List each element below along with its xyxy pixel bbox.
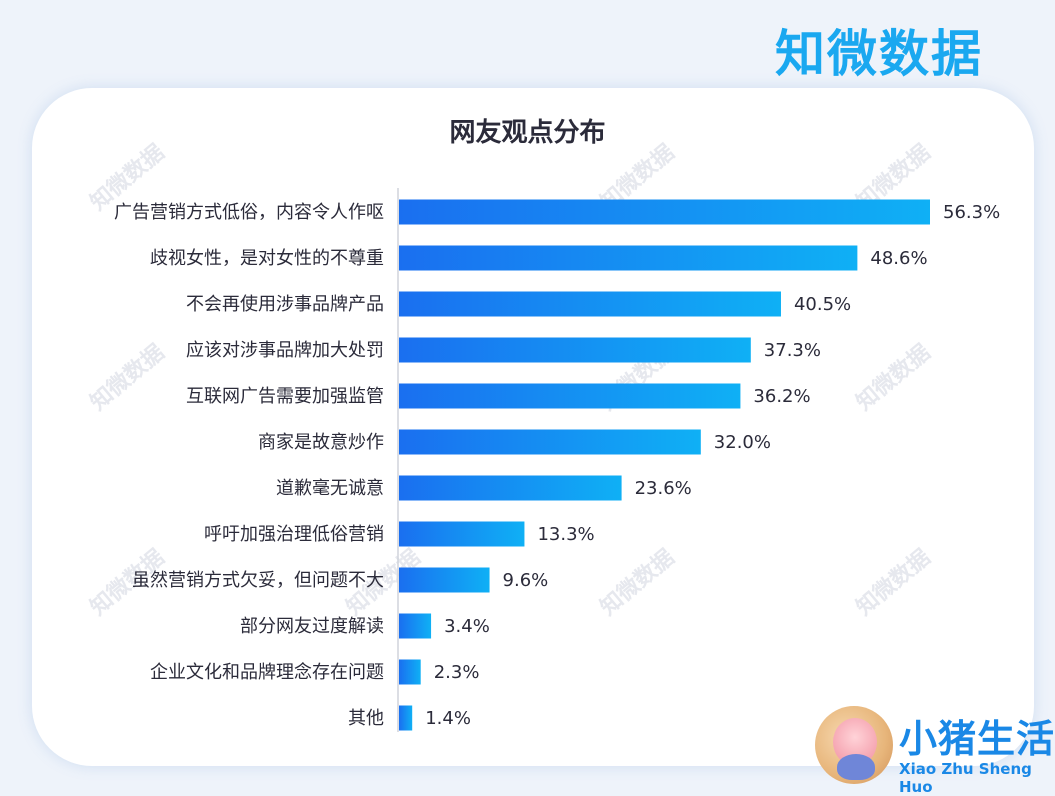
value-label: 9.6% (503, 570, 549, 591)
category-label: 商家是故意炒作 (258, 432, 384, 453)
category-label: 广告营销方式低俗，内容令人作呕 (114, 202, 384, 223)
bar (399, 705, 413, 731)
bar (399, 383, 741, 409)
category-label: 其他 (348, 708, 384, 729)
bar (399, 337, 751, 363)
value-label: 13.3% (537, 524, 594, 545)
bar (399, 291, 781, 317)
category-label: 企业文化和品牌理念存在问题 (150, 661, 384, 683)
logo-text: 小猪生活 (899, 717, 1055, 761)
bar (399, 567, 490, 593)
category-label: 呼吁加强治理低俗营销 (204, 524, 384, 545)
category-label: 互联网广告需要加强监管 (186, 386, 384, 407)
value-label: 32.0% (714, 432, 771, 453)
pig-body-icon (837, 754, 875, 780)
bar (399, 659, 421, 685)
bar (399, 613, 432, 639)
brand-logo: 知微数据 (775, 25, 983, 83)
chart-title: 网友观点分布 (449, 118, 606, 148)
category-label: 道歉毫无诚意 (276, 478, 384, 499)
category-label: 虽然营销方式欠妥，但问题不大 (132, 570, 384, 591)
value-label: 3.4% (444, 616, 490, 637)
bar (399, 475, 622, 501)
bar (399, 429, 701, 455)
value-label: 2.3% (434, 662, 480, 683)
value-label: 56.3% (943, 202, 1000, 223)
bar (399, 245, 858, 271)
bar (399, 521, 525, 547)
category-label: 应该对涉事品牌加大处罚 (186, 340, 384, 361)
xiaozhu-logo: 小猪生活 Xiao Zhu Sheng Huo (815, 706, 1055, 796)
bar (399, 199, 930, 225)
value-label: 40.5% (794, 294, 851, 315)
value-label: 23.6% (635, 478, 692, 499)
value-label: 1.4% (425, 708, 471, 729)
category-label: 不会再使用涉事品牌产品 (186, 294, 384, 315)
value-label: 37.3% (764, 340, 821, 361)
value-label: 48.6% (870, 248, 927, 269)
value-label: 36.2% (753, 386, 810, 407)
category-label: 部分网友过度解读 (240, 616, 384, 637)
category-label: 歧视女性，是对女性的不尊重 (150, 248, 384, 269)
